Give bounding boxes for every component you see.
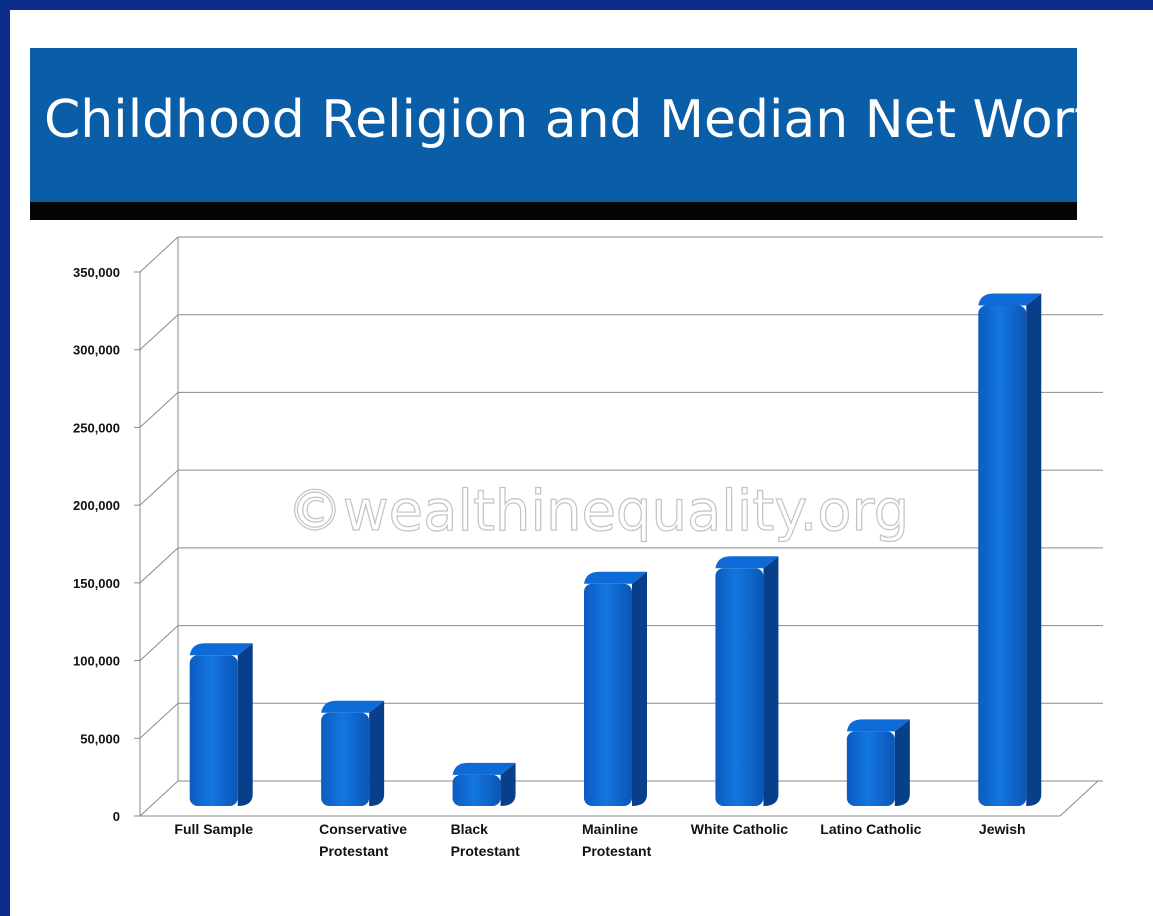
gridline	[139, 625, 1103, 661]
y-tick-label: 350,000	[73, 265, 120, 280]
bar-side	[369, 700, 385, 806]
bar-side	[500, 762, 516, 806]
bar-top	[715, 556, 779, 569]
chart-title: Childhood Religion and Median Net Worth	[44, 90, 1128, 150]
y-tick-label: 300,000	[73, 343, 120, 358]
bar-side	[763, 556, 779, 806]
title-band: Childhood Religion and Median Net Worth	[30, 48, 1127, 202]
gridline	[139, 547, 1103, 584]
bar	[584, 571, 647, 806]
y-tick-label: 200,000	[73, 498, 120, 513]
bar-front	[452, 774, 501, 806]
bar-top	[584, 571, 647, 584]
y-tick-label: 50,000	[80, 731, 120, 746]
y-tick-label: 250,000	[73, 420, 120, 435]
bar	[715, 556, 779, 806]
x-category-label: Conservative	[319, 821, 407, 837]
x-category-label: Jewish	[979, 821, 1026, 837]
bar-top	[978, 293, 1042, 306]
bar	[978, 293, 1042, 806]
bars	[189, 293, 1042, 806]
gridlines	[139, 236, 1103, 817]
gridline	[139, 391, 1103, 428]
gridline	[139, 236, 1103, 273]
bar-top	[846, 719, 910, 732]
bar-front	[189, 655, 238, 806]
x-category-label: Full Sample	[174, 821, 253, 837]
bar-top	[321, 700, 385, 713]
gridline	[139, 469, 1103, 506]
x-category-label: Protestant	[582, 843, 652, 859]
bar-side	[237, 643, 253, 806]
bar-side	[632, 571, 647, 806]
y-axis: 0 50,000 100,000 150,000 200,000 250,000 300,0…	[73, 265, 140, 824]
bar-side	[894, 719, 910, 806]
bar-front	[321, 712, 370, 806]
y-tick-label: 150,000	[73, 576, 120, 591]
title-divider	[30, 202, 1077, 220]
bar	[321, 700, 385, 806]
bar-front	[846, 731, 895, 806]
x-category-label: Mainline	[582, 821, 638, 837]
gridline	[139, 314, 1103, 351]
bar-front	[715, 568, 764, 806]
x-category-label: Black	[451, 821, 489, 837]
bar-top	[189, 643, 253, 656]
x-axis: Full Sample Conservative Protestant Black Pr…	[174, 821, 1025, 859]
x-category-label: Protestant	[319, 843, 389, 859]
bar	[189, 643, 253, 806]
bar-front	[584, 583, 632, 806]
bar	[452, 762, 516, 806]
watermark: ©wealthinequality.org	[286, 478, 910, 544]
y-tick-label: 100,000	[73, 654, 120, 669]
x-category-label: Protestant	[451, 843, 521, 859]
y-tick-label: 0	[113, 809, 120, 824]
bar-side	[1026, 293, 1042, 806]
floor-right-edge	[1059, 780, 1099, 817]
bar-front	[978, 305, 1027, 806]
gridline	[139, 780, 1103, 817]
bar-top	[452, 762, 516, 775]
bar	[846, 719, 910, 806]
gridline	[139, 702, 1103, 739]
watermark-text: ©wealthinequality.org	[287, 479, 909, 544]
x-category-label: Latino Catholic	[820, 821, 921, 837]
x-category-label: White Catholic	[691, 821, 788, 837]
